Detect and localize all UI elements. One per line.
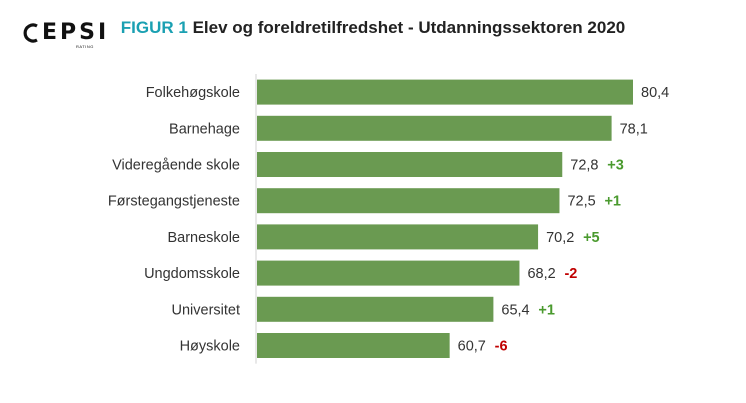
- bar: [257, 152, 563, 177]
- bar: [257, 260, 520, 286]
- bar: [257, 79, 633, 105]
- change-label: +3: [607, 158, 624, 174]
- bar: [257, 188, 560, 214]
- category-label: Barneskole: [167, 230, 240, 246]
- value-label: 68,2: [527, 266, 555, 282]
- logo-subtext: RATING: [76, 44, 94, 49]
- title-text: Elev og foreldretilfredshet - Utdannings…: [192, 18, 626, 37]
- change-label: +1: [538, 302, 555, 318]
- logo-mark-icon: [23, 23, 38, 43]
- category-label: Folkehøgskole: [146, 85, 240, 101]
- epsi-logo: EPSI RATING: [23, 22, 106, 52]
- category-label: Barnehage: [169, 121, 240, 137]
- change-label: +5: [583, 230, 600, 246]
- value-label: 70,2: [546, 230, 574, 246]
- change-label: -2: [564, 266, 577, 282]
- category-label: Førstegangstjeneste: [108, 194, 240, 210]
- category-label: Ungdomsskole: [144, 266, 240, 282]
- value-label: 60,7: [458, 339, 486, 355]
- bar: [257, 296, 494, 322]
- change-label: -6: [495, 339, 508, 355]
- bar: [257, 333, 450, 358]
- value-label: 65,4: [501, 302, 529, 318]
- category-label: Universitet: [172, 302, 241, 318]
- bar: [257, 115, 612, 141]
- figure-label: FIGUR 1: [120, 18, 188, 37]
- category-label: Videregående skole: [112, 158, 240, 174]
- value-label: 80,4: [641, 85, 669, 101]
- category-label: Høyskole: [180, 339, 240, 355]
- chart-title: FIGUR 1 Elev og foreldretilfredshet - Ut…: [0, 18, 746, 38]
- value-label: 78,1: [620, 121, 648, 137]
- value-label: 72,5: [567, 194, 595, 210]
- bar: [257, 224, 539, 250]
- logo-text: EPSI: [42, 20, 110, 45]
- value-label: 72,8: [570, 158, 598, 174]
- change-label: +1: [604, 194, 621, 210]
